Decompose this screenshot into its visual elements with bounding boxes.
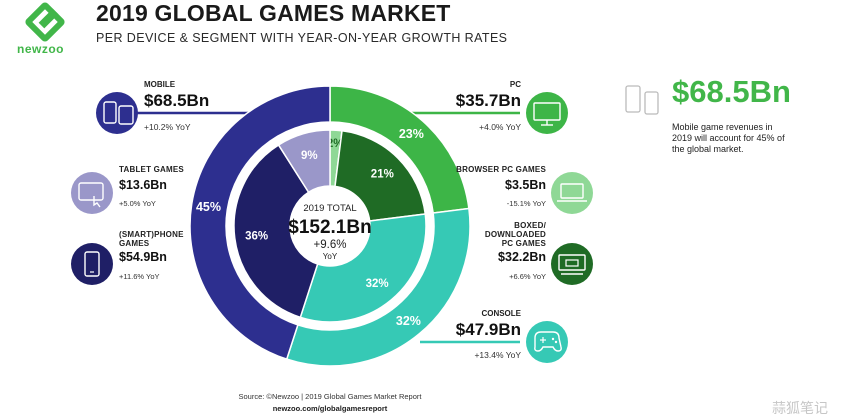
watermark: 蒜狐笔记	[772, 400, 828, 416]
outer-slice-mobile	[189, 85, 331, 361]
smartphone-icon	[71, 243, 113, 285]
pc-value: $35.7Bn	[455, 91, 521, 110]
donut-chart: 23%32%45%2%21%32%36%9%	[189, 85, 471, 367]
donut-center	[290, 186, 370, 266]
pc-icon	[526, 92, 568, 134]
center-year-total: 2019 TOTAL	[303, 203, 356, 214]
inner-label-4: 36%	[245, 230, 268, 242]
source-note: Source: ©Newzoo | 2019 Global Games Mark…	[238, 392, 422, 401]
newzoo-logo	[25, 2, 65, 42]
page-subtitle: PER DEVICE & SEGMENT WITH YEAR-ON-YEAR G…	[96, 31, 508, 45]
callout-phone-icon	[625, 85, 659, 115]
center-growth: +9.6%	[314, 239, 347, 251]
console-value: $47.9Bn	[455, 320, 521, 339]
smartphone-label-1: (SMART)PHONE	[119, 230, 184, 239]
boxed-label-1: BOXED/	[514, 221, 546, 230]
mobile-value: $68.5Bn	[144, 91, 210, 110]
report-url: newzoo.com/globalgamesreport	[272, 404, 388, 413]
center-growth-unit: YoY	[323, 252, 338, 261]
callout-value: $68.5Bn	[672, 74, 791, 109]
boxed-label-2: DOWNLOADED	[484, 230, 546, 239]
smartphone-value: $54.9Bn	[119, 250, 167, 264]
tablet-yoy: +5.0% YoY	[119, 199, 156, 208]
browser-yoy: -15.1% YoY	[506, 199, 546, 208]
center-total-value: $152.1Bn	[288, 217, 371, 238]
boxed-value: $32.2Bn	[498, 250, 546, 264]
mobile-yoy: +10.2% YoY	[144, 122, 191, 132]
mobile-icon	[96, 92, 138, 134]
pc-yoy: +4.0% YoY	[479, 122, 521, 132]
inner-label-5: 9%	[301, 150, 318, 162]
smartphone-yoy: +11.6% YoY	[119, 272, 160, 281]
browser-label: BROWSER PC GAMES	[456, 165, 546, 174]
page-title: 2019 GLOBAL GAMES MARKET	[96, 0, 451, 26]
browser-value: $3.5Bn	[505, 178, 546, 192]
outer-label-console: 32%	[396, 314, 421, 328]
tablet-value: $13.6Bn	[119, 178, 167, 192]
brand-name: newzoo	[17, 42, 64, 56]
inner-label-2: 21%	[371, 169, 394, 181]
outer-label-pc: 23%	[399, 127, 424, 141]
tablet-icon	[71, 172, 113, 214]
inner-label-3: 32%	[366, 278, 389, 290]
browser-icon	[551, 172, 593, 214]
outer-label-mobile: 45%	[196, 200, 221, 214]
boxed-label-3: PC GAMES	[501, 239, 546, 248]
boxed-games-icon	[551, 243, 593, 285]
callout-text: Mobile game revenues in 2019 will accoun…	[672, 122, 785, 154]
console-yoy: +13.4% YoY	[474, 350, 521, 360]
pc-label: PC	[509, 80, 521, 89]
console-icon	[526, 321, 568, 363]
tablet-label: TABLET GAMES	[119, 165, 184, 174]
boxed-yoy: +6.6% YoY	[509, 272, 546, 281]
console-label: CONSOLE	[481, 309, 521, 318]
mobile-label: MOBILE	[144, 80, 176, 89]
smartphone-label-2: GAMES	[119, 239, 150, 248]
